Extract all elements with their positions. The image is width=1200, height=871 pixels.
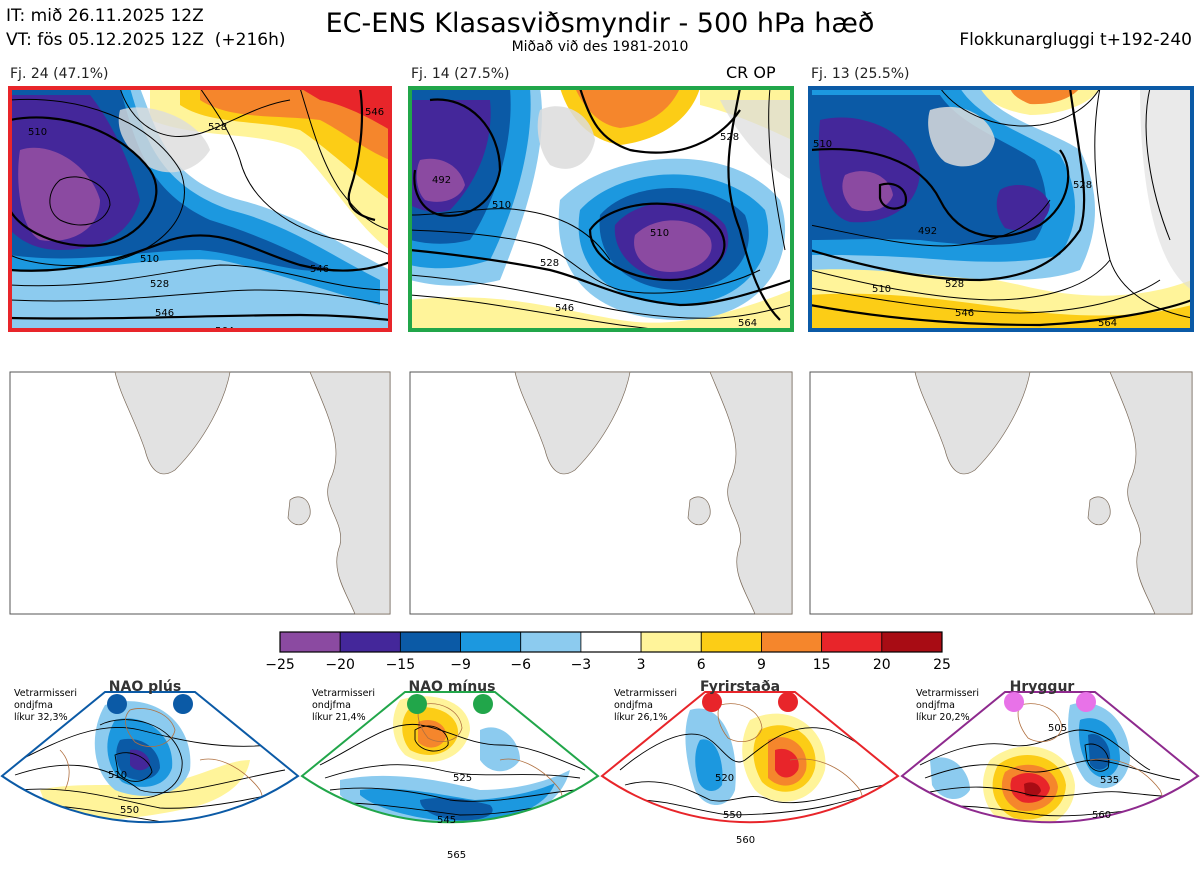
cluster-3-contour-label: 510	[813, 139, 832, 150]
colorbar-box	[580, 631, 642, 653]
cluster-3-border	[808, 86, 1194, 332]
cluster-2-contour-label: 546	[555, 303, 574, 314]
cluster-3-map: 510 492 510 528 528 546 564	[810, 88, 1192, 330]
page-subtitle: Miðað við des 1981-2010	[511, 39, 689, 55]
cluster-2-border	[408, 86, 794, 332]
cluster-2-contour-label: 492	[432, 175, 451, 186]
colorbar-tick-label: −20	[325, 657, 355, 673]
cluster-2-contour-label: 510	[492, 200, 511, 211]
regime-2-title: NAO mínus	[409, 679, 496, 695]
cluster-2-extra: CR OP	[726, 63, 776, 82]
regime-2-likelihood: líkur 21,4%	[312, 712, 366, 723]
colorbar-box	[700, 631, 762, 653]
cluster-1-contour-label: 528	[208, 122, 227, 133]
colorbar-tick-label: 15	[813, 657, 831, 673]
colorbar: −25 −20 −15 −9 −6 −3 3 6 9 15 20 25	[265, 631, 951, 673]
base-map-3	[809, 371, 1193, 615]
base-map-2	[409, 371, 793, 615]
regime-2-contour-label: 525	[453, 773, 472, 784]
cluster-1-contour-label: 546	[310, 264, 329, 275]
regime-4-contour-label: 560	[1092, 810, 1111, 821]
cluster-2-label: Fj. 14 (27.5%)	[411, 66, 510, 82]
cluster-2-contour-label: 510	[650, 228, 669, 239]
regime-4-season: Vetrarmisseri	[916, 688, 979, 699]
cluster-2-map: 492 510 510 528 528 546 564	[410, 88, 792, 330]
cluster-3-contour-label: 564	[1098, 318, 1117, 329]
header-times: IT: mið 26.11.2025 12Z VT: fös 05.12.2025…	[6, 4, 285, 52]
regime-3-months: ondjfma	[614, 700, 653, 711]
regime-4-contour-label: 505	[1048, 723, 1067, 734]
cluster-3-label: Fj. 13 (25.5%)	[811, 66, 910, 82]
colorbar-box	[640, 631, 702, 653]
colorbar-tick-label: −9	[450, 657, 471, 673]
colorbar-tick-label: 6	[697, 657, 706, 673]
regime-3-contour-label: 560	[736, 835, 755, 846]
regime-1-contour-label: 510	[108, 770, 127, 781]
valid-time: VT: fös 05.12.2025 12Z (+216h)	[6, 30, 286, 50]
cluster-2-contour-label: 528	[540, 258, 559, 269]
cluster-3-contour-label: 510	[872, 284, 891, 295]
regime-1-title: NAO plús	[109, 679, 181, 695]
regime-2-contour-label: 545	[437, 815, 456, 826]
colorbar-box	[821, 631, 883, 653]
regime-4-likelihood: líkur 20,2%	[916, 712, 970, 723]
regime-3-likelihood: líkur 26,1%	[614, 712, 668, 723]
cluster-1-contour-label: 546	[365, 107, 384, 118]
regime-1-months: ondjfma	[14, 700, 53, 711]
colorbar-tick-label: 20	[873, 657, 891, 673]
cluster-3-contour-label: 546	[955, 308, 974, 319]
colorbar-box	[399, 631, 461, 653]
cluster-1-contour-label: 510	[28, 127, 47, 138]
page-title: EC-ENS Klasasviðsmyndir - 500 hPa hæð	[325, 8, 875, 39]
regime-1-likelihood: líkur 32,3%	[14, 712, 68, 723]
colorbar-box	[520, 631, 582, 653]
regime-3-contour-label: 520	[715, 773, 734, 784]
regime-1-contour-label: 550	[120, 805, 139, 816]
cluster-1-label: Fj. 24 (47.1%)	[10, 66, 109, 82]
regime-2-months: ondjfma	[312, 700, 351, 711]
regime-2-contour-label: 565	[447, 850, 466, 861]
cluster-3-contour-label: 492	[918, 226, 937, 237]
cluster-2-contour-label: 528	[720, 132, 739, 143]
cluster-1-contour-label: 546	[155, 308, 174, 319]
colorbar-box	[339, 631, 401, 653]
cluster-1-border	[8, 86, 392, 332]
regime-1-season: Vetrarmisseri	[14, 688, 77, 699]
regime-2-season: Vetrarmisseri	[312, 688, 375, 699]
colorbar-tick-label: −25	[265, 657, 295, 673]
cluster-1-contour-label: 528	[150, 279, 169, 290]
cluster-1-contour-label: 510	[140, 254, 159, 265]
colorbar-tick-label: −15	[386, 657, 416, 673]
regime-4-title: Hryggur	[1010, 679, 1075, 695]
cluster-1-map: 510 510 528 528 546 546 546 564	[10, 88, 390, 330]
colorbar-tick-label: −3	[571, 657, 592, 673]
cluster-2-contour-label: 564	[738, 318, 757, 329]
colorbar-box	[460, 631, 522, 653]
cluster-3-contour-label: 528	[1073, 180, 1092, 191]
regime-3-contour-label: 550	[723, 810, 742, 821]
colorbar-tick-label: 9	[757, 657, 766, 673]
colorbar-tick-label: −6	[510, 657, 531, 673]
colorbar-box	[279, 631, 341, 653]
colorbar-box	[761, 631, 823, 653]
regime-4-months: ondjfma	[916, 700, 955, 711]
cluster-3-contour-label: 528	[945, 279, 964, 290]
regime-4-contour-label: 535	[1100, 775, 1119, 786]
init-time: IT: mið 26.11.2025 12Z	[6, 6, 204, 26]
base-map-1	[9, 371, 391, 615]
regime-3-season: Vetrarmisseri	[614, 688, 677, 699]
classification-window: Flokkunargluggi t+192-240	[959, 30, 1192, 50]
regime-3-title: Fyrirstaða	[700, 679, 780, 695]
colorbar-tick-label: 25	[933, 657, 951, 673]
regime-nao-plus: 510 550	[0, 691, 300, 824]
colorbar-box	[881, 631, 943, 653]
colorbar-tick-label: 3	[637, 657, 646, 673]
